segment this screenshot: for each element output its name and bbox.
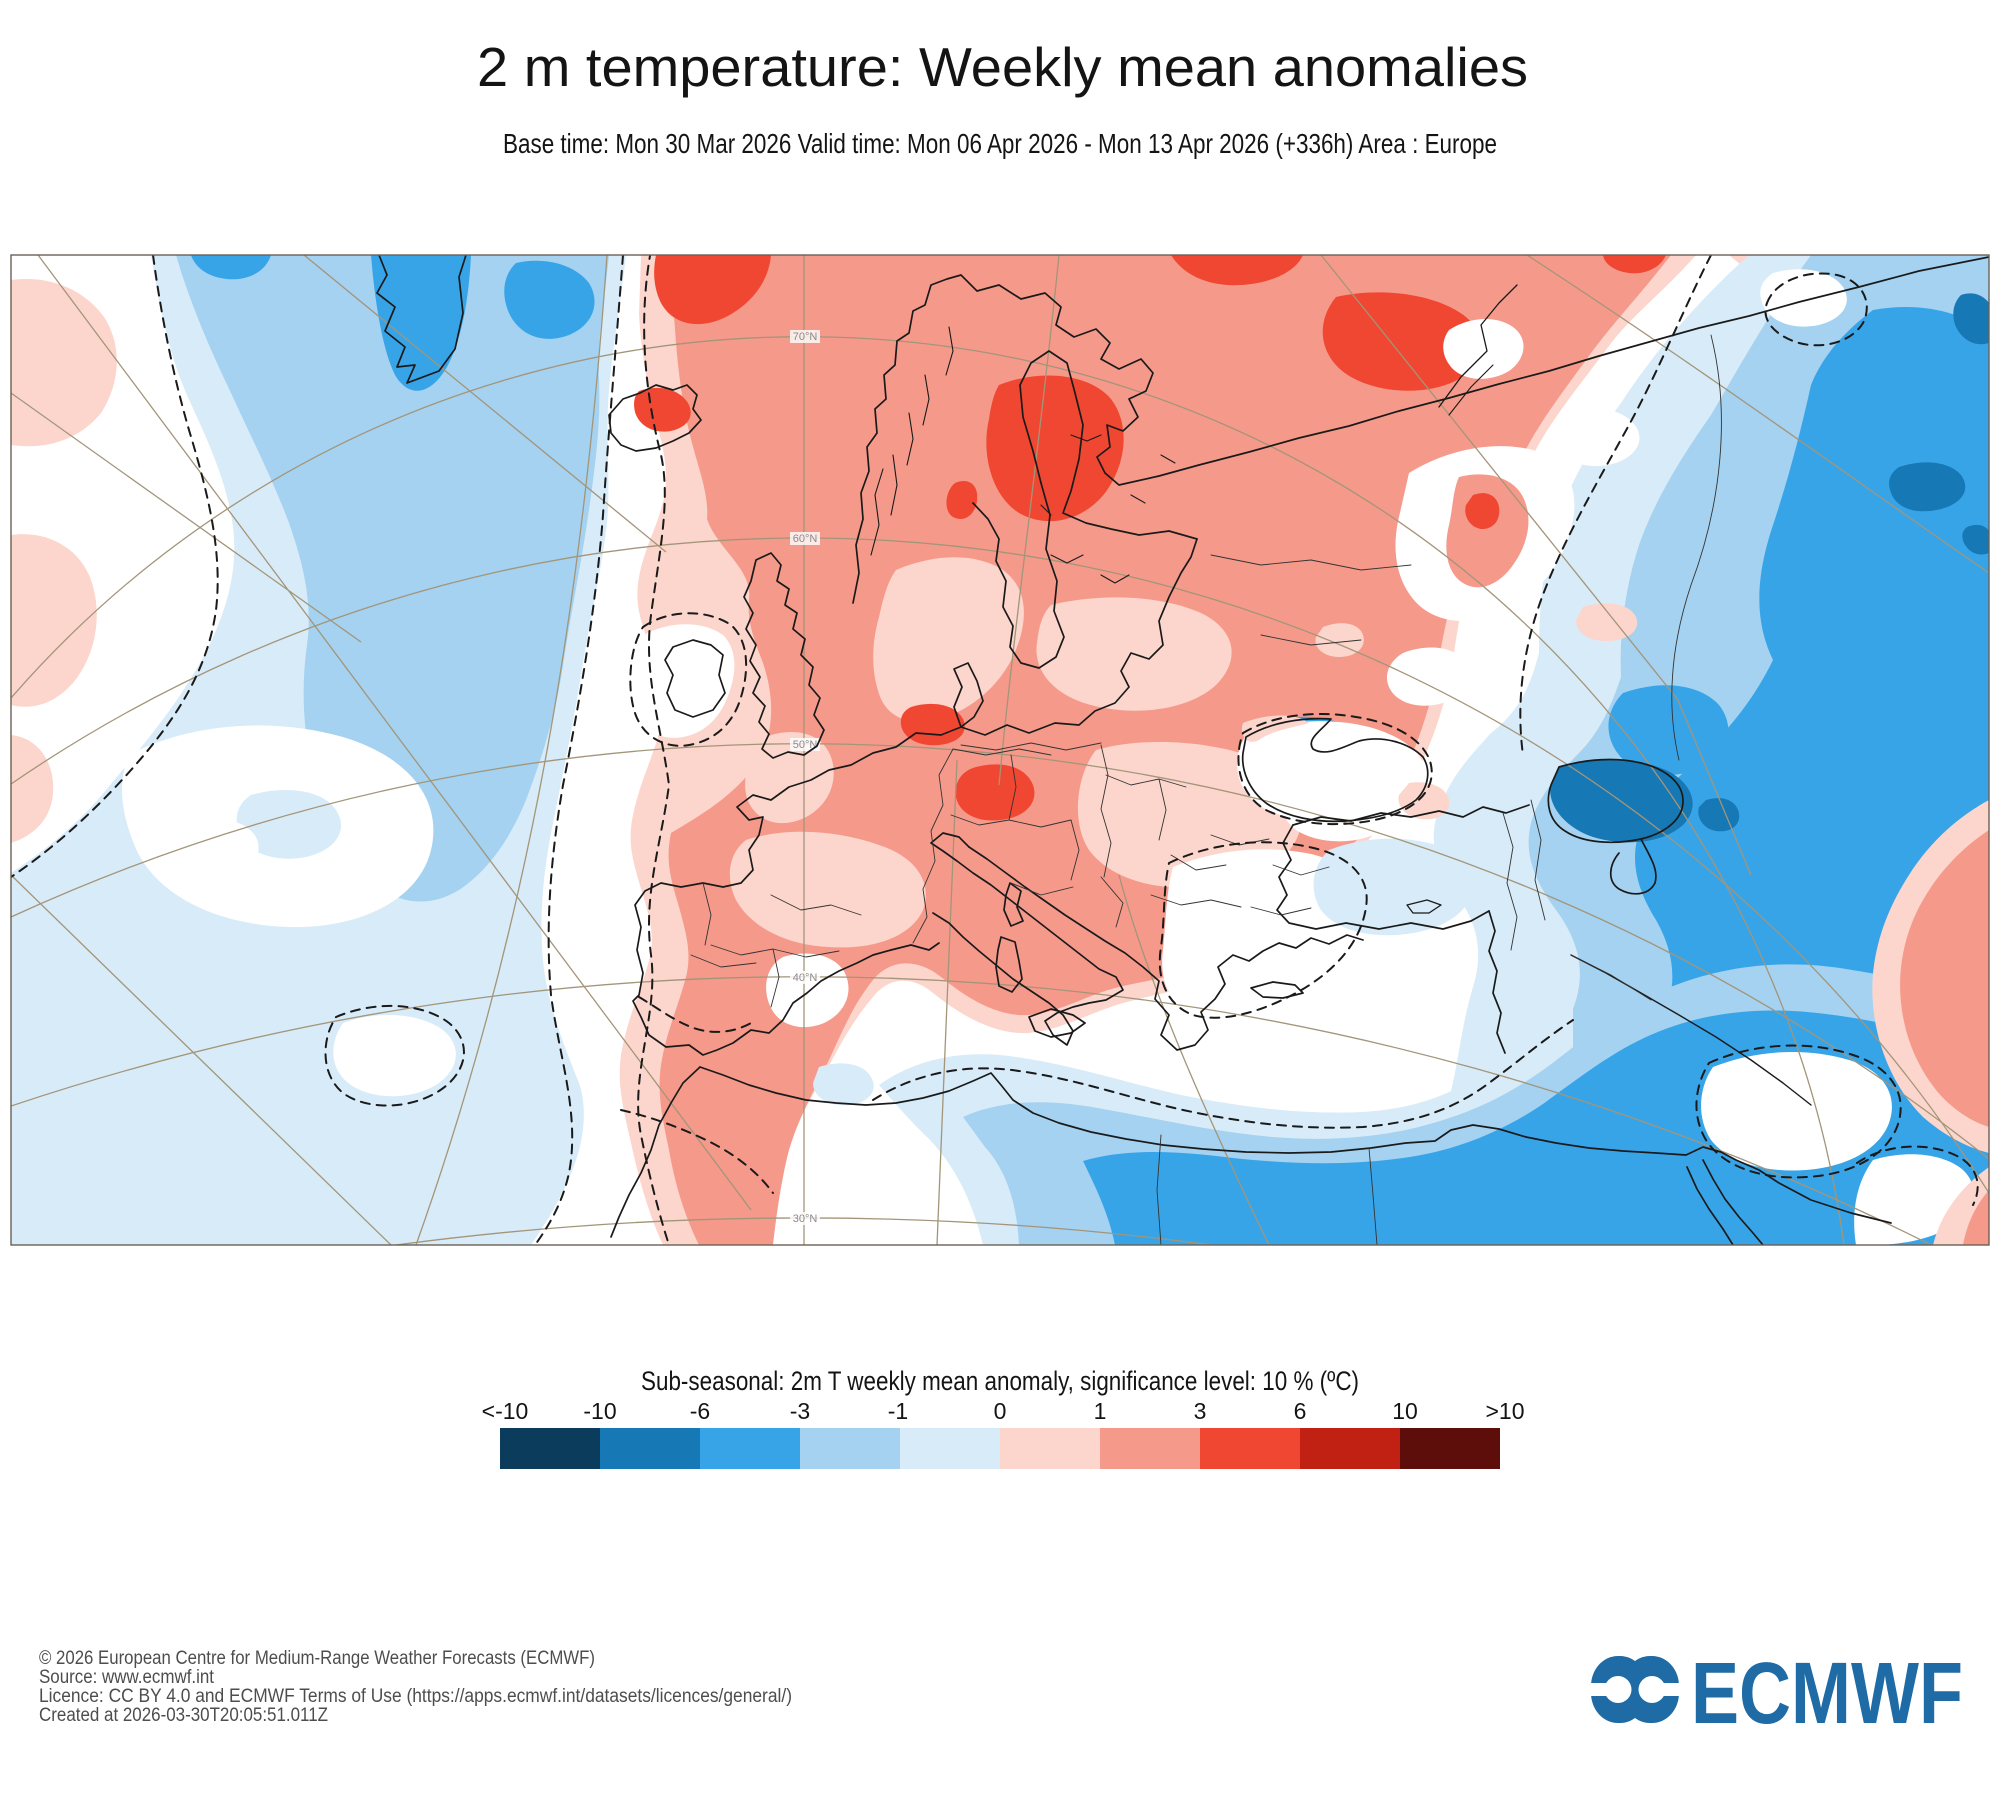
svg-text:60°N: 60°N [793,533,818,545]
svg-text:2 m temperature: Weekly mean a: 2 m temperature: Weekly mean anomalies [477,36,1528,98]
svg-text:ECMWF: ECMWF [1691,1645,1963,1742]
svg-text:Base time: Mon 30 Mar 2026 Val: Base time: Mon 30 Mar 2026 Valid time: M… [503,128,1497,159]
svg-text:10: 10 [1392,1398,1418,1424]
svg-text:© 2026 European Centre for Med: © 2026 European Centre for Medium-Range … [39,1648,595,1669]
svg-text:Licence: CC BY 4.0 and ECMWF T: Licence: CC BY 4.0 and ECMWF Terms of Us… [39,1686,792,1707]
svg-text:1: 1 [1094,1398,1107,1424]
svg-text:40°N: 40°N [793,972,818,984]
svg-text:70°N: 70°N [793,331,818,343]
svg-text:-1: -1 [888,1398,908,1424]
svg-text:50°N: 50°N [793,739,818,751]
svg-text:0: 0 [994,1398,1007,1424]
svg-text:Created at 2026-03-30T20:05:51: Created at 2026-03-30T20:05:51.011Z [39,1705,328,1726]
svg-text:3: 3 [1194,1398,1207,1424]
svg-text:Source: www.ecmwf.int: Source: www.ecmwf.int [39,1667,215,1688]
svg-text:-3: -3 [790,1398,810,1424]
svg-text:6: 6 [1294,1398,1307,1424]
svg-text:-10: -10 [583,1398,616,1424]
svg-text:>10: >10 [1485,1398,1524,1424]
svg-text:<-10: <-10 [482,1398,529,1424]
svg-text:-6: -6 [690,1398,710,1424]
svg-text:30°N: 30°N [793,1213,818,1225]
svg-text:Sub-seasonal: 2m T weekly mean: Sub-seasonal: 2m T weekly mean anomaly, … [641,1366,1359,1396]
